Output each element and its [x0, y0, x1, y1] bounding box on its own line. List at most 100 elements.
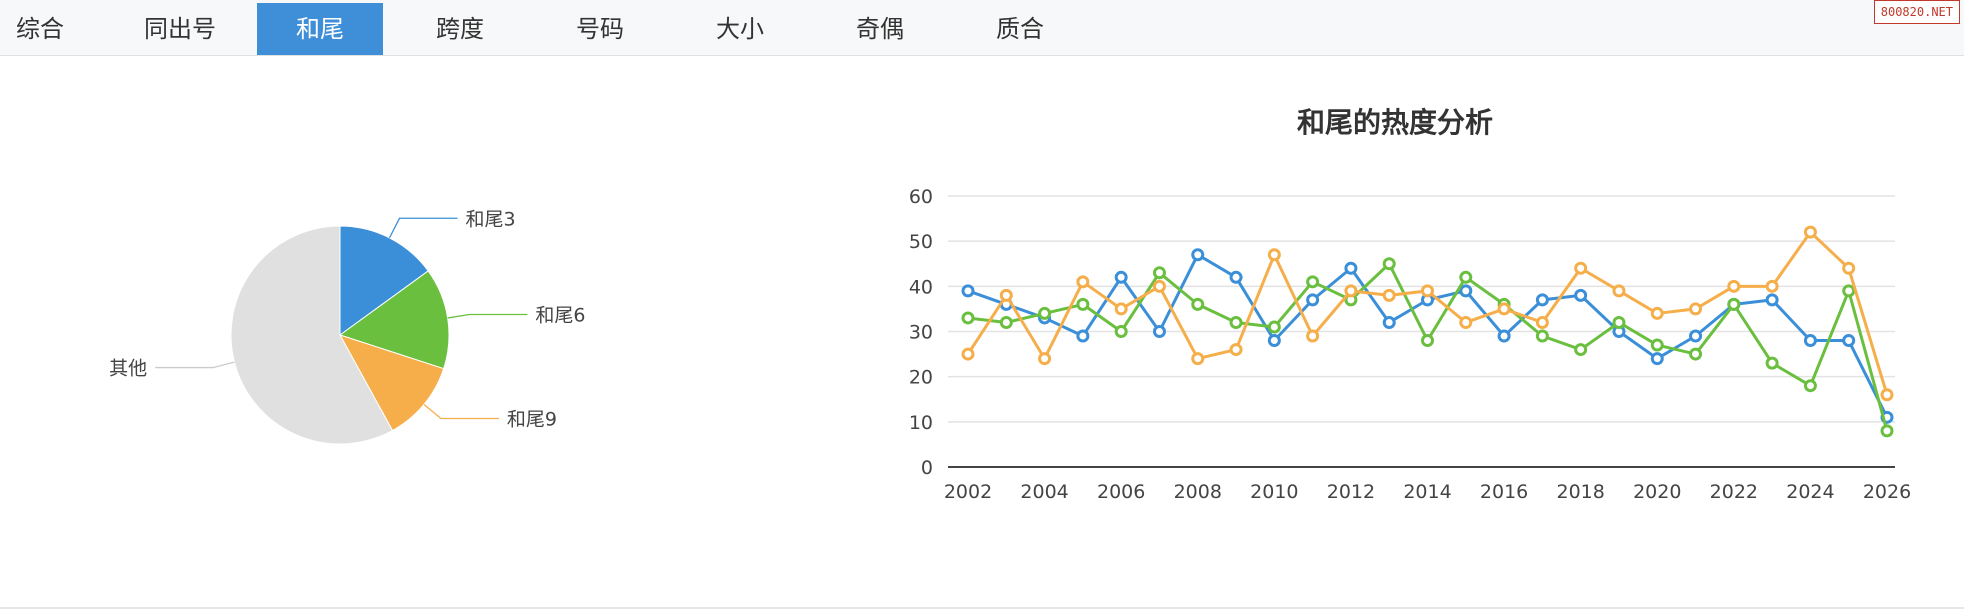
data-point — [961, 347, 975, 361]
tab-jiou[interactable]: 奇偶 — [856, 15, 904, 43]
line-chart: 和尾的热度分析 0 10 20 30 40 50 60 2002 2004 2006 2008 2010… — [909, 106, 1911, 503]
y-tick-label: 10 — [909, 412, 933, 434]
data-point — [1076, 275, 1090, 289]
x-tick-label: 2010 — [1250, 481, 1298, 503]
data-point — [1842, 284, 1856, 298]
tab-haoma[interactable]: 号码 — [576, 15, 624, 43]
pie-label: 和尾9 — [507, 409, 557, 431]
data-point — [1421, 334, 1434, 348]
data-point — [1229, 343, 1243, 357]
data-point — [1880, 388, 1894, 402]
x-tick-label: 2024 — [1786, 481, 1834, 503]
data-point — [1497, 329, 1511, 343]
x-tick-label: 2022 — [1710, 481, 1758, 503]
data-point — [1191, 248, 1205, 262]
data-point — [1497, 302, 1511, 316]
pie-label: 和尾6 — [535, 305, 585, 327]
data-point — [1727, 279, 1741, 293]
data-point — [961, 311, 975, 325]
x-tick-label: 2008 — [1174, 481, 1222, 503]
y-tick-label: 0 — [921, 457, 933, 479]
x-tick-label: 2016 — [1480, 481, 1528, 503]
data-point — [1689, 347, 1703, 361]
tab-kuadu[interactable]: 跨度 — [436, 15, 484, 43]
data-point — [1765, 279, 1779, 293]
data-point — [1459, 315, 1473, 329]
data-point — [1535, 293, 1549, 307]
data-point — [999, 315, 1013, 329]
data-point — [1727, 297, 1741, 311]
tab-zonghe[interactable]: 综合 — [16, 15, 64, 43]
x-tick-label: 2002 — [944, 481, 992, 503]
data-point — [1574, 288, 1588, 302]
data-point — [1650, 306, 1664, 320]
pie-label: 其他 — [109, 358, 147, 380]
data-point — [1152, 325, 1166, 338]
data-point — [1038, 306, 1052, 320]
pie-chart: 和尾3 和尾6 和尾9 其他 — [109, 208, 585, 445]
x-tick-label: 2004 — [1020, 481, 1068, 503]
data-point — [1114, 302, 1128, 316]
data-point — [1152, 279, 1166, 293]
data-point — [1229, 315, 1243, 329]
data-point — [1306, 275, 1320, 289]
data-point — [1765, 293, 1779, 307]
series-line — [966, 230, 1889, 396]
data-point — [1650, 338, 1664, 352]
y-tick-label: 50 — [909, 231, 933, 253]
data-point — [1803, 379, 1817, 393]
pie-label: 和尾3 — [465, 208, 515, 230]
data-point — [1535, 329, 1549, 343]
data-point — [1267, 320, 1281, 334]
data-point — [1459, 284, 1473, 298]
data-point — [961, 284, 975, 298]
data-point — [1038, 352, 1052, 366]
tab-bar: 综合 同出号 和尾 跨度 号码 大小 奇偶 质合 — [0, 0, 1964, 56]
x-tick-label: 2020 — [1633, 481, 1681, 503]
data-point — [1152, 266, 1166, 280]
tab-daxiao[interactable]: 大小 — [716, 15, 764, 43]
data-point — [1880, 424, 1894, 438]
data-point — [1114, 270, 1128, 284]
x-tick-label: 2014 — [1403, 481, 1451, 503]
tab-zhihe[interactable]: 质合 — [996, 15, 1044, 43]
data-point — [1114, 325, 1128, 338]
data-point — [1459, 270, 1473, 284]
data-point — [1191, 297, 1205, 311]
data-point — [999, 288, 1013, 302]
data-point — [1229, 270, 1243, 284]
data-point — [1382, 315, 1396, 329]
data-point — [1842, 261, 1856, 275]
pie-label-line — [155, 361, 235, 369]
pie-slice — [338, 334, 445, 432]
x-tick-label: 2006 — [1097, 481, 1145, 503]
tab-tongchuhao[interactable]: 同出号 — [144, 15, 216, 43]
data-point — [1803, 225, 1817, 239]
data-point — [1574, 343, 1588, 357]
data-point — [1765, 356, 1779, 370]
data-point — [1650, 352, 1664, 366]
pie-label-line — [447, 313, 528, 319]
y-tick-label: 60 — [909, 186, 933, 208]
data-point — [1344, 261, 1358, 275]
chart-title: 和尾的热度分析 — [1297, 106, 1493, 139]
site-badge: 800820.NET — [1873, 0, 1960, 24]
data-point — [1689, 329, 1703, 343]
bottom-divider — [0, 607, 1964, 609]
data-point — [1535, 315, 1549, 329]
data-point — [1803, 334, 1817, 348]
data-point — [1612, 315, 1626, 329]
data-point — [1344, 284, 1358, 298]
tab-hewei[interactable]: 和尾 — [257, 3, 383, 55]
data-point — [1267, 248, 1281, 262]
data-point — [1689, 302, 1703, 316]
data-point — [1191, 352, 1205, 366]
y-tick-label: 20 — [909, 367, 933, 389]
data-point — [1421, 284, 1434, 298]
data-point — [1612, 284, 1626, 298]
y-tick-label: 40 — [909, 276, 933, 298]
x-tick-label: 2012 — [1327, 481, 1375, 503]
data-point — [1306, 293, 1320, 307]
pie-label-line — [388, 217, 458, 239]
data-point — [1574, 261, 1588, 275]
